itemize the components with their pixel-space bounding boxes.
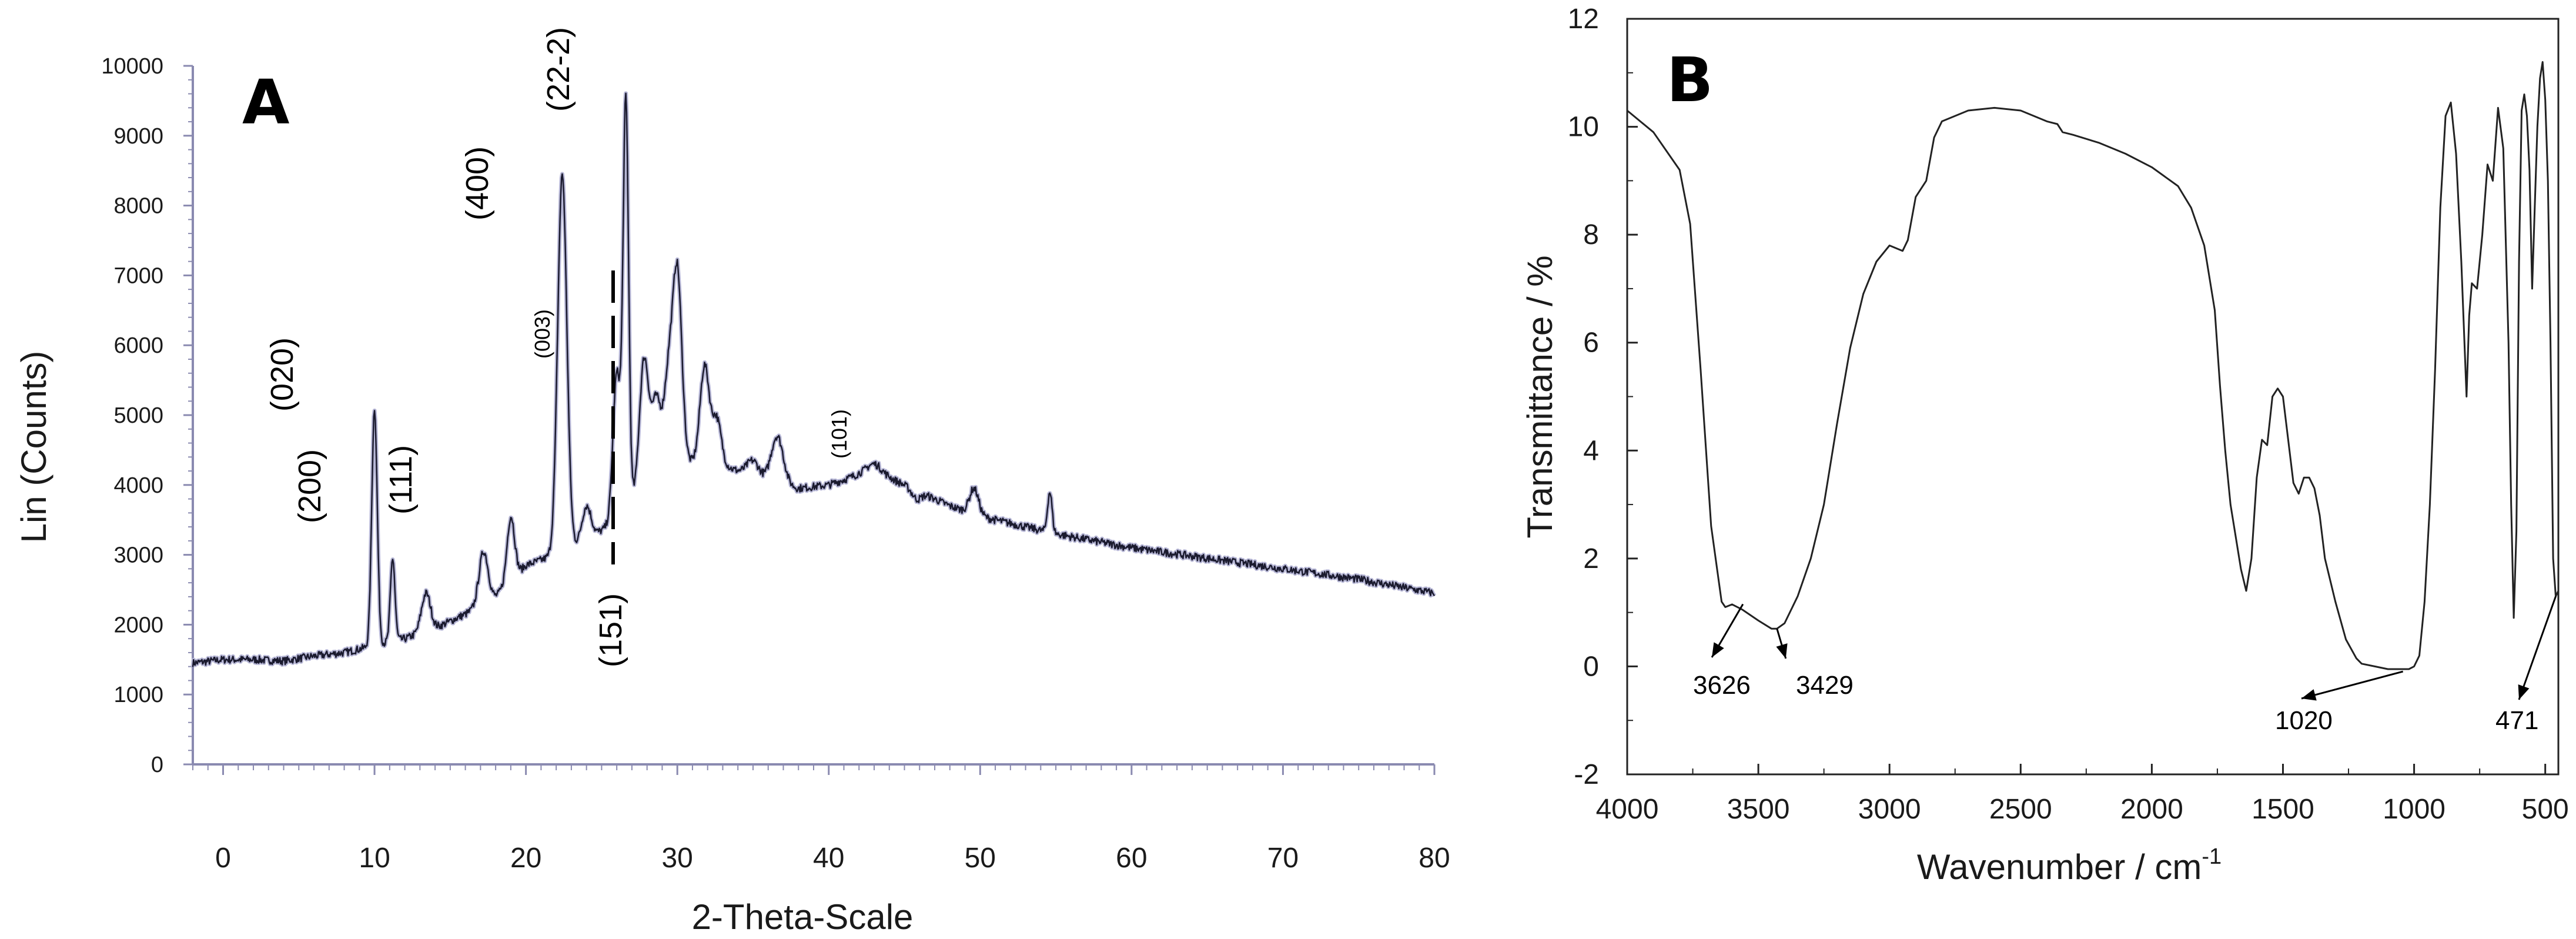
x-tick-label-a: 50 <box>965 843 996 874</box>
y-axis-label-b: Transmittance / % <box>1520 255 1560 538</box>
x-tick-label-b: 500 <box>2522 794 2569 825</box>
y-tick-label-b: 12 <box>1568 4 1599 35</box>
annotations-a: (020) (200) (111) (400) (003) (22-2) (15… <box>265 27 851 667</box>
arrow-3429-head <box>1776 643 1788 659</box>
y-tick-label-b: 0 <box>1583 651 1599 682</box>
arrow-1020-head <box>2301 689 2317 701</box>
x-axis-label-b-superscript: -1 <box>2202 844 2222 869</box>
annotation-111: (111) <box>383 445 419 514</box>
series-line-a <box>192 92 1436 667</box>
x-tick-label-a: 10 <box>359 843 390 874</box>
annotations-b: 3626 3429 1020 471 <box>1693 596 2557 735</box>
annotation-471: 471 <box>2495 706 2538 735</box>
y-tick-label-a: 8000 <box>113 194 163 219</box>
annotation-22-2: (22-2) <box>541 27 576 112</box>
y-axis-label-a: Lin (Counts) <box>14 351 53 543</box>
axes-a: 0 10 20 30 40 50 60 70 80 0 1000 2000 3000 4000 5000 60… <box>101 54 1450 874</box>
x-tick-label-b: 3000 <box>1858 794 1921 825</box>
x-axis-label-b: Wavenumber / cm-1 <box>1917 844 2222 887</box>
y-tick-label-b: 8 <box>1583 219 1599 250</box>
y-tick-label-b: 6 <box>1583 328 1599 359</box>
arrow-471 <box>2518 596 2557 700</box>
annotation-020: (020) <box>265 337 300 412</box>
x-tick-label-b: 1000 <box>2383 794 2445 825</box>
y-tick-label-b: 2 <box>1583 543 1599 574</box>
y-tick-label-a: 3000 <box>113 543 163 568</box>
y-tick-label-a: 2000 <box>113 613 163 637</box>
x-tick-label-b: 2000 <box>2120 794 2183 825</box>
y-tick-label-a: 4000 <box>113 473 163 498</box>
y-tick-label-a: 10000 <box>101 54 163 79</box>
x-tick-label-a: 60 <box>1116 843 1147 874</box>
y-tick-label-a: 6000 <box>113 333 163 358</box>
axes-b: 4000 3500 3000 2500 2000 1500 1000 500 -2 0 2 4 6 8 10… <box>1568 4 2569 825</box>
arrow-1020 <box>2301 670 2404 700</box>
x-tick-label-a: 0 <box>215 843 231 874</box>
annotation-003: (003) <box>530 309 554 359</box>
x-tick-label-a: 40 <box>813 843 844 874</box>
x-tick-label-b: 1500 <box>2252 794 2314 825</box>
annotation-3429: 3429 <box>1796 671 1854 700</box>
series-line-b <box>1627 61 2560 670</box>
y-tick-label-b: 4 <box>1583 435 1599 466</box>
y-tick-label-a: 7000 <box>113 263 163 288</box>
x-tick-label-b: 4000 <box>1596 794 1659 825</box>
annotation-151: (151) <box>593 593 628 667</box>
panel-label-b: B <box>1667 44 1713 116</box>
x-tick-label-a: 70 <box>1267 843 1299 874</box>
plot-frame-b <box>1626 18 2560 776</box>
annotation-200: (200) <box>292 449 327 523</box>
x-tick-label-b: 2500 <box>1989 794 2052 825</box>
y-tick-label-a: 9000 <box>113 124 163 149</box>
trace-a <box>190 91 1437 667</box>
y-tick-label-b: -2 <box>1574 759 1599 790</box>
annotation-arrows-b <box>1711 596 2557 701</box>
annotation-1020: 1020 <box>2275 706 2333 735</box>
y-tick-label-a: 5000 <box>113 403 163 428</box>
arrow-471-head <box>2518 684 2530 700</box>
panel-label-a: A <box>242 66 290 138</box>
panel-a-xrd-chart: A Lin (Counts) 2-Theta-Scale 0 10 20 30 40 50… <box>14 27 1450 937</box>
x-axis-label-b-text: Wavenumber / cm <box>1917 847 2202 887</box>
y-tick-label-a: 0 <box>151 753 163 777</box>
x-tick-label-a: 30 <box>661 843 692 874</box>
x-tick-label-a: 80 <box>1419 843 1450 874</box>
annotation-101: (101) <box>827 409 851 459</box>
arrow-3626-head <box>1712 642 1724 657</box>
panel-b-ftir-chart: B Transmittance / % Wavenumber / cm-1 40… <box>1520 4 2569 887</box>
x-axis-label-a: 2-Theta-Scale <box>692 897 914 937</box>
annotation-400: (400) <box>460 146 495 220</box>
x-tick-label-a: 20 <box>510 843 541 874</box>
y-tick-label-b: 10 <box>1568 112 1599 143</box>
y-tick-label-a: 1000 <box>113 683 163 707</box>
trace-b <box>1627 61 2560 670</box>
x-tick-label-b: 3500 <box>1727 794 1790 825</box>
annotation-3626: 3626 <box>1693 671 1751 700</box>
